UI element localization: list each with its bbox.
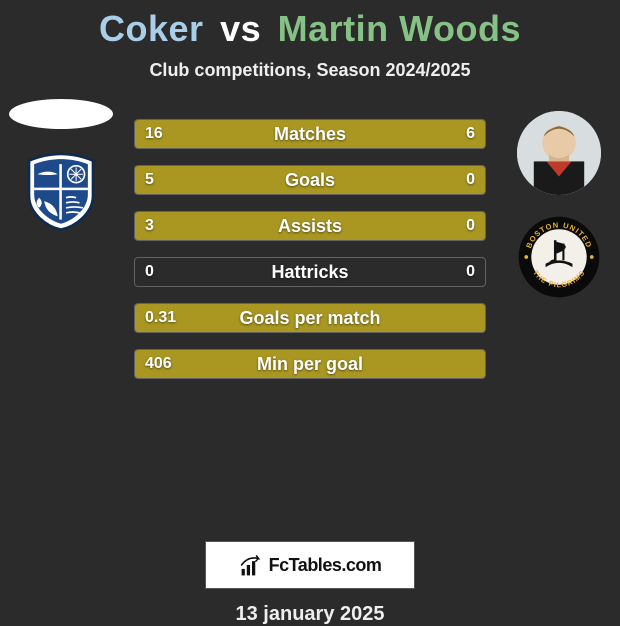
stat-bars: 166Matches 50Goals 30Assists 00Hattricks 0.3… — [134, 119, 486, 379]
stat-row: 406Min per goal — [134, 349, 486, 379]
stat-row: 0.31Goals per match — [134, 303, 486, 333]
player2-avatar — [517, 111, 601, 195]
left-column — [6, 99, 116, 233]
stat-row: 166Matches — [134, 119, 486, 149]
comparison-content: BOSTON UNITED THE PILGRIMS 166Matches 50G… — [0, 99, 620, 519]
player2-club-badge: BOSTON UNITED THE PILGRIMS — [514, 215, 604, 299]
date-line: 13 january 2025 — [0, 589, 620, 626]
player1-avatar — [9, 99, 113, 129]
stat-label: Min per goal — [135, 354, 485, 375]
fctables-logo-icon — [239, 552, 265, 578]
title-vs: vs — [220, 8, 261, 49]
footer-brand-text: FcTables.com — [269, 555, 382, 576]
stat-row: 00Hattricks — [134, 257, 486, 287]
right-column: BOSTON UNITED THE PILGRIMS — [504, 111, 614, 299]
title-player2: Martin Woods — [278, 8, 521, 49]
stat-row: 50Goals — [134, 165, 486, 195]
footer-brand-card: FcTables.com — [205, 541, 415, 589]
page-title: Coker vs Martin Woods — [0, 0, 620, 50]
stat-label: Goals per match — [135, 308, 485, 329]
person-placeholder-icon — [517, 111, 601, 195]
stat-row: 30Assists — [134, 211, 486, 241]
stat-label: Assists — [135, 216, 485, 237]
player1-club-badge — [16, 149, 106, 233]
stat-label: Matches — [135, 124, 485, 145]
title-player1: Coker — [99, 8, 204, 49]
subtitle: Club competitions, Season 2024/2025 — [0, 50, 620, 81]
boston-united-badge-icon: BOSTON UNITED THE PILGRIMS — [514, 215, 604, 299]
southend-shield-icon — [16, 149, 106, 233]
stat-label: Hattricks — [135, 262, 485, 283]
stat-label: Goals — [135, 170, 485, 191]
